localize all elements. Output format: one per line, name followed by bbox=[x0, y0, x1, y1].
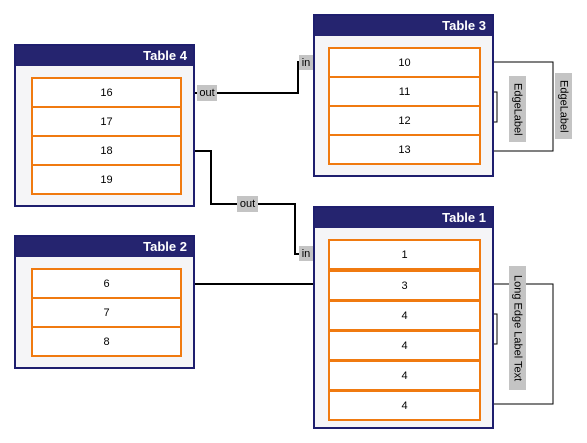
table-4-row[interactable]: 16 bbox=[31, 77, 182, 108]
table-1-row[interactable]: 1 bbox=[328, 239, 481, 270]
table-2-title: Table 2 bbox=[16, 237, 193, 257]
table-3-row[interactable]: 13 bbox=[328, 134, 481, 165]
table-4[interactable]: Table 4 16 17 18 19 bbox=[14, 44, 195, 207]
table-2[interactable]: Table 2 6 7 8 bbox=[14, 235, 195, 369]
table-1-row[interactable]: 4 bbox=[328, 390, 481, 421]
table-4-row[interactable]: 18 bbox=[31, 135, 182, 166]
table-3-row[interactable]: 11 bbox=[328, 76, 481, 107]
table-3[interactable]: Table 3 10 11 12 13 bbox=[313, 14, 494, 177]
table-1-row[interactable]: 3 bbox=[328, 270, 481, 301]
edge-label-inner-table3: EdgeLabel bbox=[509, 76, 526, 142]
edge-label-out-mid: out bbox=[237, 196, 258, 212]
edge-13-to-10 bbox=[479, 58, 554, 152]
edge-label-outer-table3: EdgeLabel bbox=[555, 73, 572, 139]
edge-label-out-top: out bbox=[197, 85, 217, 101]
table-4-row[interactable]: 17 bbox=[31, 106, 182, 137]
table-4-title: Table 4 bbox=[16, 46, 193, 66]
table-1-row[interactable]: 4 bbox=[328, 330, 481, 361]
edge-label-long-table1: Long Edge Label Text bbox=[509, 266, 526, 390]
edge-label-in-top: in bbox=[299, 55, 313, 70]
table-1-row[interactable]: 4 bbox=[328, 300, 481, 331]
table-3-title: Table 3 bbox=[315, 16, 492, 36]
table-1[interactable]: Table 1 1 3 4 4 4 4 bbox=[313, 206, 494, 429]
table-3-row[interactable]: 10 bbox=[328, 47, 481, 78]
edge-label-in-mid: in bbox=[299, 246, 313, 261]
table-2-row[interactable]: 6 bbox=[31, 268, 182, 299]
table-4-row[interactable]: 19 bbox=[31, 164, 182, 195]
table-2-row[interactable]: 8 bbox=[31, 326, 182, 357]
table-1-row[interactable]: 4 bbox=[328, 360, 481, 391]
table-2-row[interactable]: 7 bbox=[31, 297, 182, 328]
table-1-title: Table 1 bbox=[315, 208, 492, 228]
table-3-row[interactable]: 12 bbox=[328, 105, 481, 136]
